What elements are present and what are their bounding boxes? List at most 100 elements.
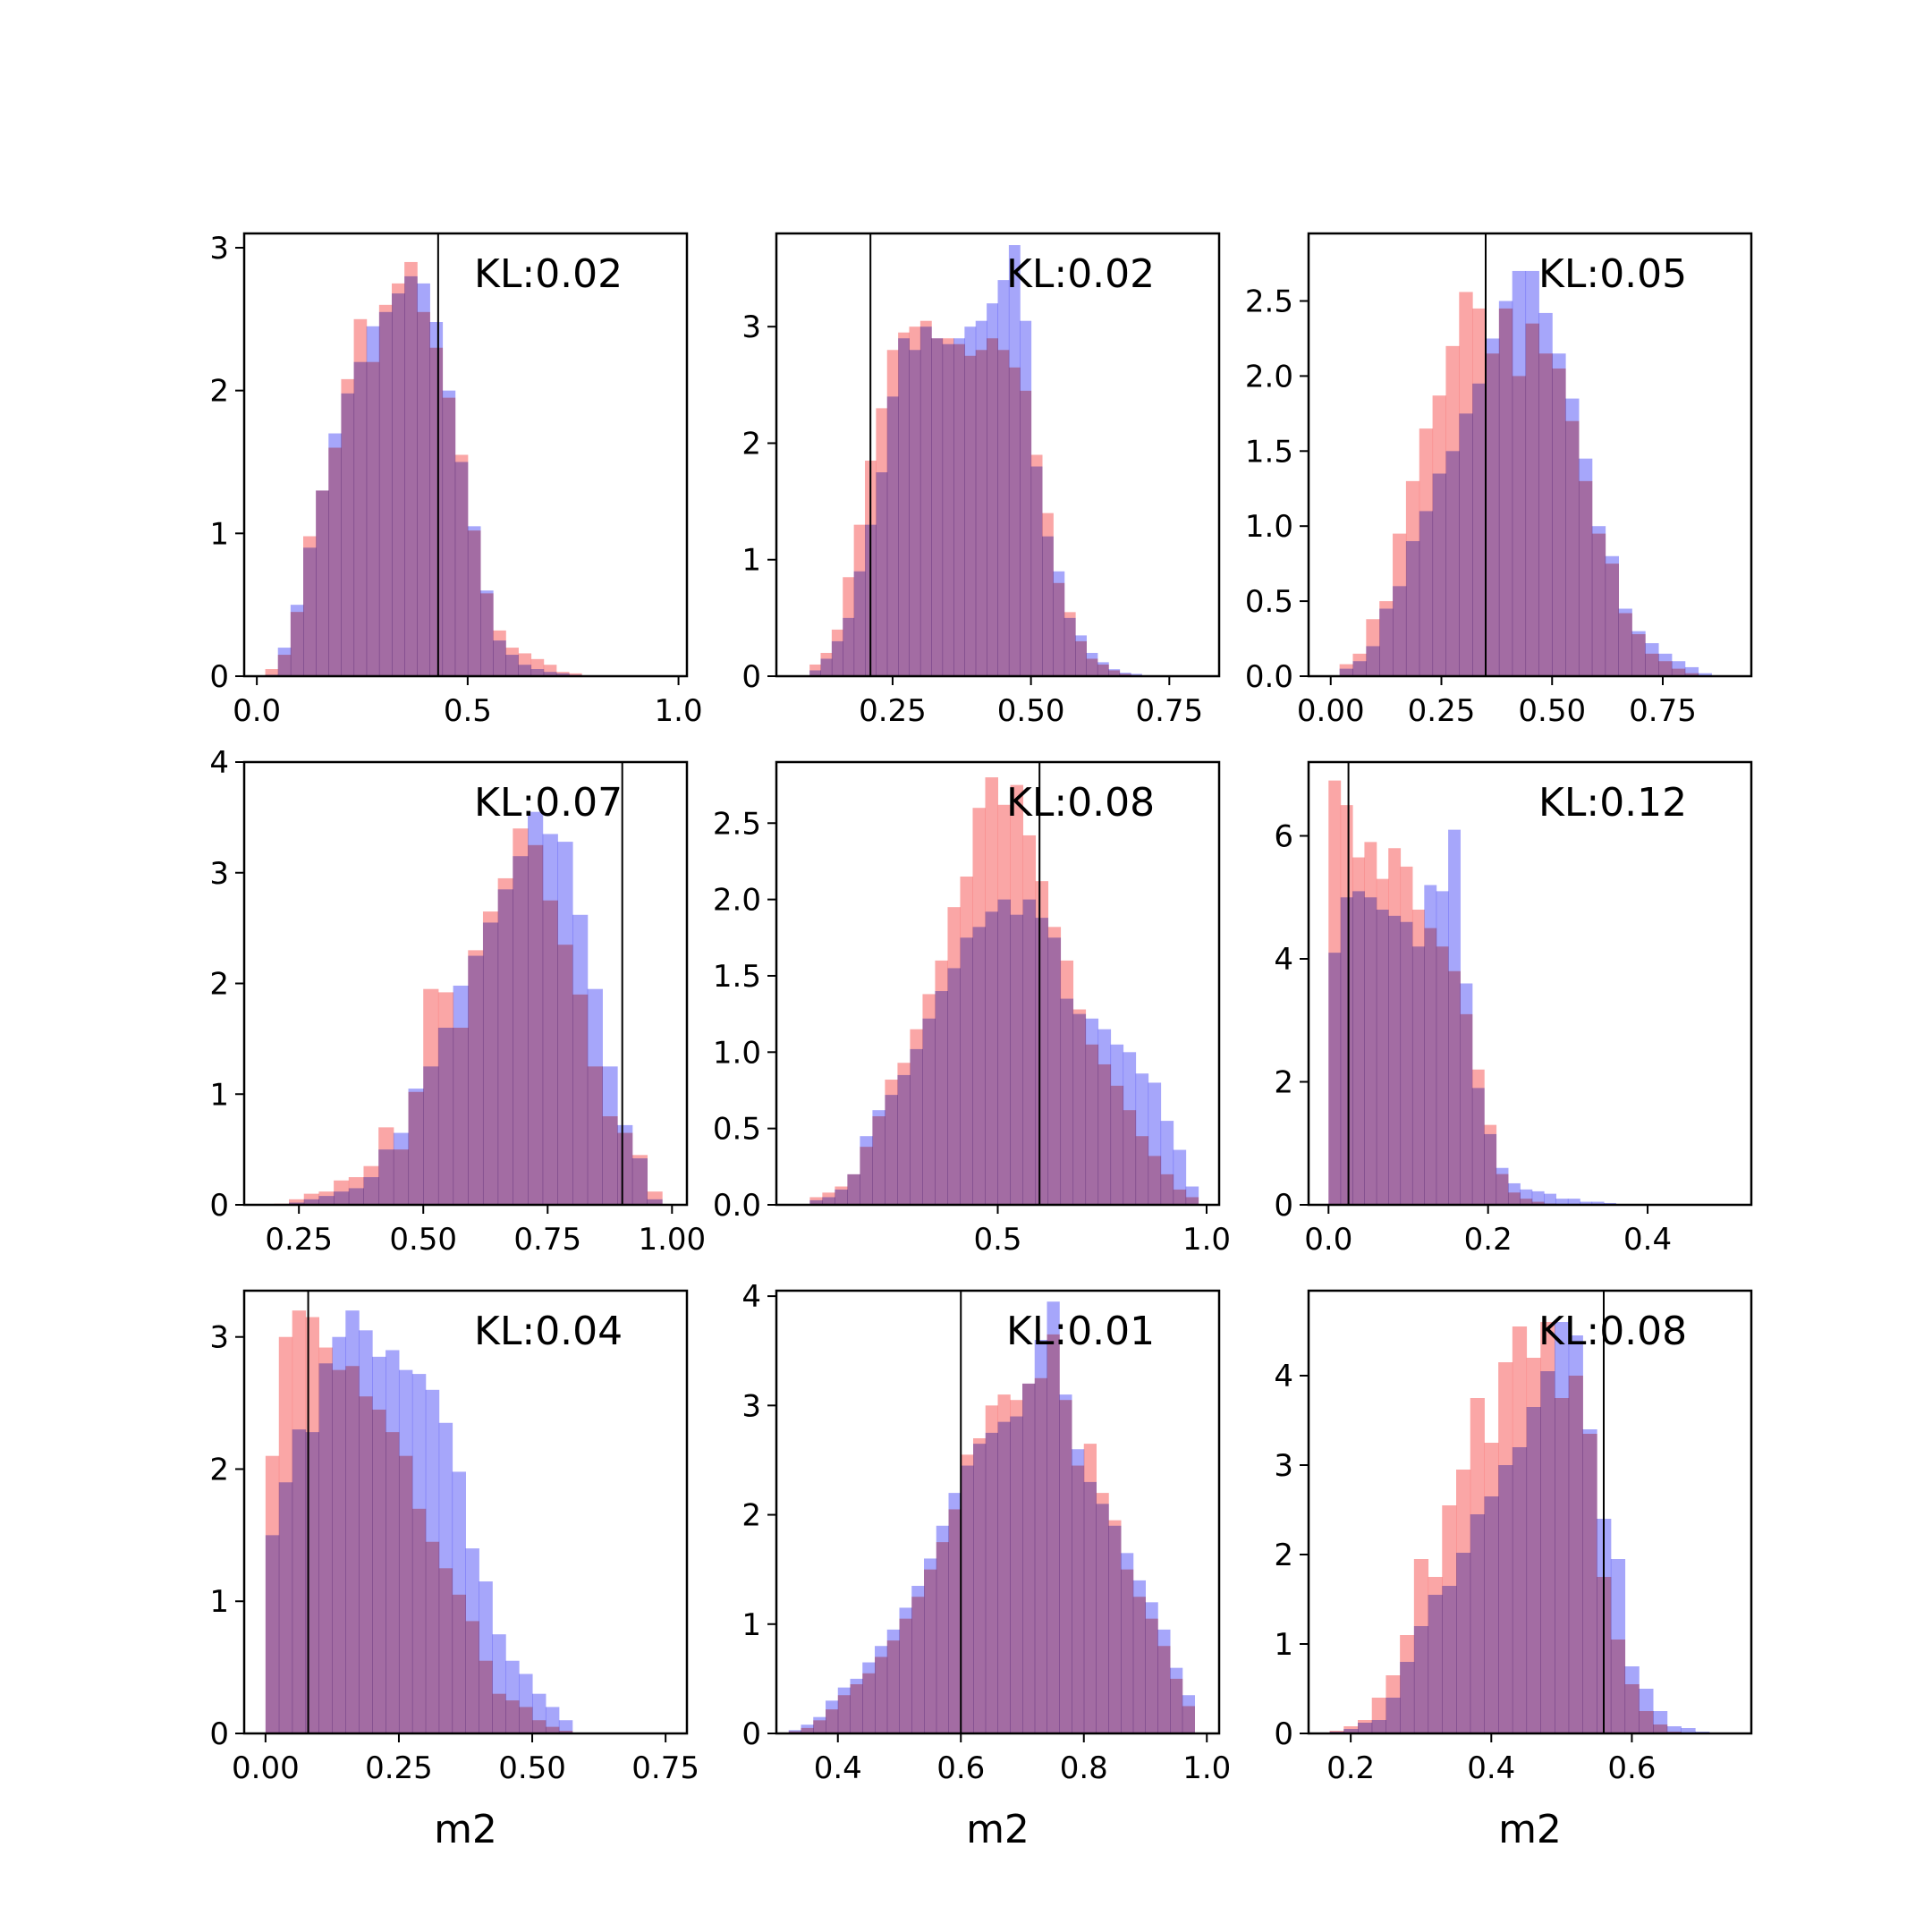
- kl-annotation: KL:0.12: [1538, 780, 1687, 826]
- histogram-bar-blue: [468, 955, 484, 1205]
- histogram-bar-blue: [1328, 953, 1342, 1205]
- histogram-bar-blue: [960, 937, 973, 1205]
- histogram-bar-blue: [1639, 1689, 1654, 1733]
- histogram-bar-blue: [465, 1548, 479, 1733]
- histogram-bar-blue: [1022, 1383, 1036, 1733]
- histogram-bar-blue: [1432, 473, 1446, 676]
- histogram-bar-blue: [1445, 451, 1460, 676]
- histogram-bar-blue: [1471, 1088, 1485, 1205]
- x-tick-label: 0.75: [1629, 693, 1697, 729]
- histogram-panel-6: 0.0 0.2 0.4 0 2 4 6 KL:0.12: [1274, 760, 1753, 1258]
- histogram-bar-blue: [1010, 914, 1024, 1205]
- histogram-bar-blue: [997, 280, 1010, 676]
- histogram-bar-blue: [1484, 1496, 1499, 1733]
- histogram-bar-blue: [1684, 666, 1699, 676]
- histogram-bar-blue: [1185, 1186, 1199, 1205]
- histogram-bar-blue: [1097, 662, 1109, 676]
- x-tick-label: 0.5: [444, 693, 492, 729]
- histogram-bar-blue: [467, 526, 481, 676]
- histogram-bar-blue: [411, 1374, 427, 1733]
- x-tick-label: 0.75: [1135, 693, 1203, 729]
- histogram-bar-blue: [1578, 458, 1593, 676]
- histogram-bar-blue: [292, 1429, 307, 1733]
- y-tick-label: 1.0: [713, 1035, 761, 1071]
- histogram-bar-blue: [1400, 921, 1413, 1205]
- histogram-bar-blue: [318, 1196, 335, 1205]
- histogram-bar-blue: [363, 1177, 379, 1205]
- histogram-bar-blue: [1131, 674, 1142, 676]
- histogram-bar-blue: [1631, 631, 1646, 676]
- x-axis-label: m2: [434, 1807, 497, 1852]
- y-tick-label: 0: [741, 659, 761, 695]
- histogram-bar-blue: [985, 911, 998, 1205]
- histogram-bar-blue: [922, 1018, 936, 1205]
- y-tick-label: 4: [1274, 942, 1293, 978]
- histogram-bar-blue: [1618, 608, 1632, 676]
- y-tick-label: 4: [209, 745, 229, 781]
- histogram-bar-blue: [1591, 1201, 1605, 1205]
- histogram-bar-blue: [497, 889, 513, 1205]
- bars-group: [788, 1301, 1195, 1733]
- histogram-bar-blue: [513, 856, 529, 1205]
- histogram-bar-blue: [1022, 899, 1037, 1205]
- histogram-bar-blue: [1698, 673, 1712, 676]
- histogram-bar-blue: [417, 283, 430, 676]
- histogram-bar-blue: [345, 1310, 360, 1733]
- histogram-bar-blue: [1075, 635, 1087, 676]
- histogram-bar-blue: [429, 322, 444, 676]
- y-tick-label: 3: [741, 309, 761, 345]
- histogram-bar-blue: [453, 985, 469, 1205]
- x-tick-label: 0.4: [814, 1750, 862, 1786]
- histogram-bar-blue: [423, 1066, 439, 1205]
- histogram-bar-blue: [1525, 270, 1539, 676]
- histogram-bar-blue: [835, 1189, 848, 1205]
- histogram-bar-blue: [1666, 1726, 1682, 1733]
- x-tick-label: 0.0: [233, 693, 281, 729]
- histogram-bar-blue: [1610, 1559, 1626, 1733]
- x-tick-label: 0.2: [1326, 1750, 1375, 1786]
- histogram-bar-blue: [1108, 1525, 1122, 1733]
- histogram-bar-blue: [911, 1586, 925, 1733]
- histogram-bar-blue: [378, 1149, 394, 1205]
- bars-group: [809, 245, 1142, 676]
- histogram-bar-red: [289, 1199, 305, 1205]
- x-tick-label: 0.5: [973, 1222, 1021, 1258]
- histogram-bar-blue: [1119, 673, 1131, 676]
- x-tick-label: 0.8: [1060, 1750, 1108, 1786]
- histogram-bar-blue: [1072, 1449, 1085, 1733]
- y-tick-label: 0: [209, 659, 229, 695]
- x-tick-label: 0.6: [1607, 1750, 1656, 1786]
- axes-frame: [242, 232, 689, 678]
- histogram-bar-blue: [1371, 1720, 1386, 1733]
- y-tick-label: 6: [1274, 819, 1293, 855]
- histogram-bar-blue: [985, 1432, 998, 1733]
- axes-frame: [242, 1289, 689, 1735]
- histogram-bar-blue: [587, 988, 603, 1205]
- histogram-bar-blue: [1512, 1447, 1528, 1733]
- histogram-bar-blue: [1085, 1018, 1099, 1205]
- histogram-bar-blue: [1072, 1013, 1087, 1205]
- histogram-bar-blue: [438, 1422, 453, 1733]
- y-tick-label: 0: [1274, 1188, 1293, 1224]
- y-tick-label: 3: [209, 1320, 229, 1356]
- histogram-bar-blue: [1388, 915, 1402, 1205]
- histogram-bar-blue: [860, 1136, 873, 1205]
- histogram-bar-blue: [392, 293, 405, 676]
- histogram-bar-blue: [997, 1421, 1011, 1733]
- histogram-bar-blue: [519, 1674, 533, 1733]
- histogram-bar-blue: [1591, 526, 1606, 676]
- histogram-bar-blue: [442, 390, 456, 676]
- histogram-bar-blue: [1096, 1504, 1109, 1733]
- histogram-bar-blue: [1460, 983, 1473, 1205]
- histogram-bar-blue: [1580, 1201, 1593, 1205]
- histogram-bar-blue: [572, 914, 589, 1205]
- histogram-bar-blue: [1448, 829, 1461, 1205]
- histogram-bar-blue: [1681, 1728, 1696, 1733]
- histogram-bar-blue: [341, 393, 355, 676]
- histogram-bar-blue: [303, 547, 317, 676]
- histogram-bar-blue: [1046, 1301, 1060, 1733]
- histogram-bar-blue: [1160, 1121, 1174, 1205]
- histogram-bar-blue: [886, 396, 899, 676]
- histogram-bar-blue: [393, 1132, 410, 1205]
